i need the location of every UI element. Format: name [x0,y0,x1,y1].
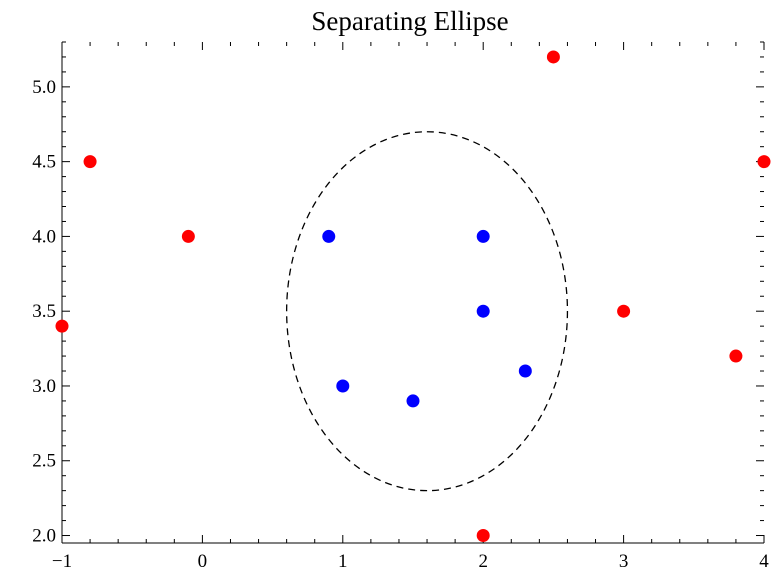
x-tick-label: 1 [338,551,348,572]
red-data-point [181,229,195,243]
red-data-point [546,50,560,64]
red-data-point [729,349,743,363]
blue-data-point [518,364,532,378]
red-data-point [55,319,69,333]
red-data-point [617,304,631,318]
y-tick-label: 3.0 [32,376,56,397]
x-tick-label: −1 [52,551,72,572]
y-tick-label: 2.5 [32,451,56,472]
y-tick-label: 4.5 [32,152,56,173]
x-tick-label: 4 [759,551,769,572]
data-points [55,50,771,543]
red-data-point [476,529,490,543]
blue-data-point [476,229,490,243]
y-tick-label: 4.0 [32,226,56,247]
axis-tick-labels: −1 0 1 2 3 4 2.0 2.5 3.0 3.5 4.0 4.5 5.0 [32,77,769,572]
blue-data-point [336,379,350,393]
y-tick-label: 2.0 [32,526,56,547]
separating-ellipse-layer [285,131,569,492]
y-tick-label: 3.5 [32,301,56,322]
blue-data-point [322,229,336,243]
x-tick-label: 3 [619,551,629,572]
plot-frame [61,42,764,544]
x-tick-label: 0 [198,551,208,572]
y-tick-label: 5.0 [32,77,56,98]
x-tick-label: 2 [478,551,488,572]
separating-ellipse [285,131,569,492]
red-data-point [757,155,771,169]
blue-data-point [406,394,420,408]
red-data-point [83,155,97,169]
chart-title: Separating Ellipse [311,6,508,36]
blue-data-point [476,304,490,318]
axis-ticks [61,41,765,543]
